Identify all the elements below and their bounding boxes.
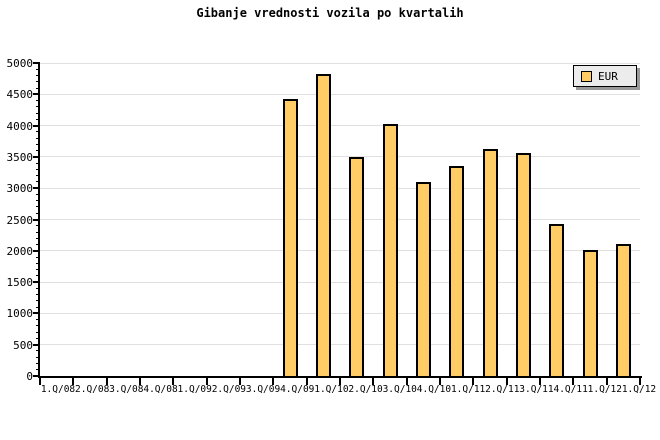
x-axis-tick-label: 1.Q/09 (177, 384, 212, 395)
y-gridline (40, 250, 640, 252)
x-axis-tick-label: 4.Q/09 (280, 384, 315, 395)
y-gridline (40, 281, 640, 283)
y-axis-major-tick (33, 155, 40, 158)
x-axis-tick-label: 4.Q/08 (143, 384, 178, 395)
x-axis-tick-label: 3.Q/08 (109, 384, 144, 395)
x-axis-tick (339, 378, 341, 385)
x-axis-tick-label: 1.Q/10 (314, 384, 349, 395)
y-axis-tick-label: 3500 (6, 150, 34, 164)
bar-1.Q/12 (582, 249, 598, 378)
bar-4.Q/09 (282, 98, 298, 378)
x-axis-tick (72, 378, 75, 385)
x-axis-tick-label: 3.Q/11 (519, 384, 554, 395)
y-axis-tick-label: 2000 (6, 244, 34, 258)
legend-label: EUR (598, 69, 618, 83)
y-axis-tick-label: 500 (13, 338, 33, 352)
y-gridline (40, 187, 640, 189)
y-axis-tick-label: 1000 (6, 307, 34, 321)
x-axis-tick-label: 2.Q/09 (211, 384, 247, 395)
bar-4.Q/10 (415, 181, 431, 378)
y-gridline (40, 219, 640, 220)
x-axis-tick (205, 378, 208, 385)
y-gridline (40, 125, 640, 127)
y-gridline (40, 344, 640, 346)
y-axis-tick-label: 0 (26, 370, 33, 383)
x-axis-tick (639, 378, 641, 385)
y-axis-tick-label: 1500 (6, 276, 34, 290)
y-axis-major-tick (33, 218, 40, 221)
bar-1.Q/10 (315, 74, 331, 378)
bar-3.Q/10 (382, 124, 398, 378)
y-axis-major-tick (33, 312, 40, 315)
bar-1.Q/11 (449, 165, 465, 378)
y-axis-major-tick (33, 375, 40, 377)
bar-4.Q/11 (549, 223, 565, 378)
x-axis-tick-label: 1.Q/12 (621, 384, 657, 395)
x-axis-tick-label: 1.Q/08 (40, 384, 76, 395)
x-axis-tick-label: 1.Q/12 (587, 384, 622, 395)
x-axis-tick (372, 378, 375, 385)
x-axis-tick (172, 378, 175, 385)
y-gridline (40, 93, 640, 95)
x-axis-tick-label: 4.Q/11 (553, 384, 588, 395)
x-axis-tick (305, 378, 308, 385)
bar-2.Q/11 (482, 149, 498, 378)
bar-3.Q/11 (515, 153, 531, 378)
x-axis-tick (472, 378, 475, 385)
x-axis-tick (539, 378, 541, 385)
x-axis-tick (405, 378, 408, 385)
y-axis-major-tick (33, 187, 40, 190)
bar-2.Q/10 (349, 156, 365, 378)
y-axis-major-tick (33, 249, 40, 252)
y-gridline (40, 156, 640, 158)
y-axis-major-tick (33, 62, 40, 64)
x-axis-line (38, 376, 642, 378)
x-axis-tick-label: 3.Q/10 (382, 384, 417, 395)
y-axis-tick-label: 2500 (6, 213, 34, 227)
x-axis-tick (272, 378, 275, 385)
legend: EUR (573, 65, 637, 87)
y-axis-tick-label: 5000 (6, 57, 34, 70)
x-axis-tick (505, 378, 508, 385)
x-axis-tick (239, 378, 241, 385)
y-axis-tick-label: 3000 (6, 182, 34, 196)
x-axis-tick (139, 378, 141, 385)
x-axis-tick (105, 378, 108, 385)
y-axis-major-tick (33, 343, 40, 346)
chart-title: Gibanje vrednosti vozila po kvartalih (196, 6, 464, 20)
x-axis-tick (439, 378, 441, 385)
x-axis-tick (605, 378, 608, 385)
y-axis-tick-label: 4000 (6, 119, 34, 133)
x-axis-tick-label: 4.Q/10 (416, 384, 452, 395)
x-axis-tick-label: 2.Q/08 (75, 384, 110, 395)
y-axis-major-tick (33, 93, 40, 96)
x-axis-tick-label: 2.Q/10 (348, 384, 383, 395)
x-axis-tick (39, 378, 41, 385)
y-axis-tick-label: 4500 (6, 88, 34, 102)
x-axis-tick-label: 1.Q/11 (450, 384, 486, 395)
legend-swatch-icon (581, 70, 592, 82)
bar-1.Q/12 (615, 243, 631, 378)
y-gridline (40, 62, 640, 64)
x-axis-tick (572, 378, 575, 385)
x-axis-tick-label: 3.Q/09 (245, 384, 281, 395)
y-axis-line (38, 62, 40, 378)
x-axis-tick-label: 2.Q/11 (485, 384, 520, 395)
y-axis-major-tick (33, 124, 40, 127)
y-axis-major-tick (33, 281, 40, 284)
y-gridline (40, 312, 640, 314)
